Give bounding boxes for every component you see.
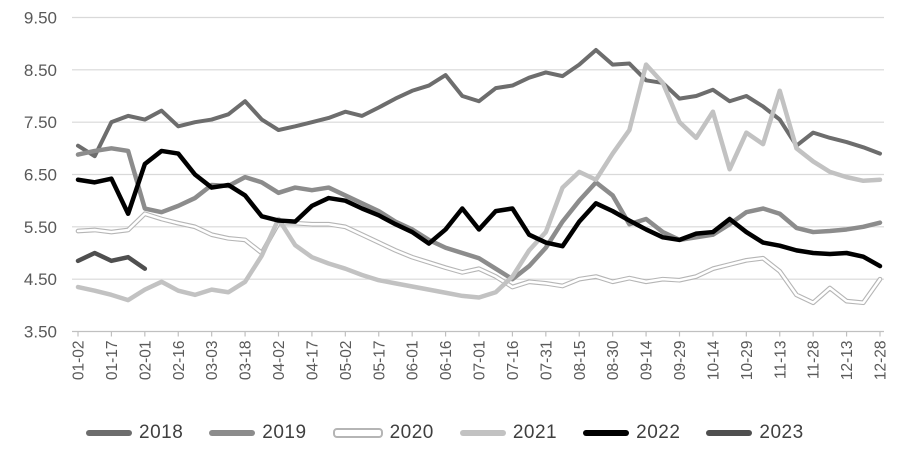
legend-item-2021: 2021 — [459, 422, 558, 444]
x-tick-label: 09-29 — [672, 341, 689, 381]
legend-swatch-2021 — [459, 430, 506, 436]
series-line-2021 — [75, 62, 883, 303]
x-tick-label: 08-30 — [605, 340, 622, 380]
y-tick-label: 3.50 — [24, 323, 57, 342]
y-tick-label: 4.50 — [24, 270, 57, 289]
legend-item-2023: 2023 — [706, 422, 803, 444]
x-tick-label: 12-13 — [839, 341, 856, 381]
y-tick-label: 6.50 — [24, 166, 57, 185]
x-tick-label: 10-29 — [739, 341, 756, 381]
legend-swatch-2019 — [209, 430, 256, 436]
series-line-2020 — [76, 212, 882, 304]
x-tick-label: 11-13 — [772, 341, 789, 380]
x-tick-label: 08-15 — [572, 341, 589, 381]
legend-swatch-2023 — [706, 430, 753, 436]
x-tick-label: 07-16 — [505, 341, 522, 381]
x-tick-label: 01-02 — [71, 341, 88, 381]
x-tick-label: 11-28 — [806, 341, 823, 380]
y-tick-label: 5.50 — [24, 218, 57, 237]
legend-swatch-2020 — [332, 428, 383, 438]
series-line-2023 — [75, 250, 148, 271]
legend-item-2020: 2020 — [332, 422, 434, 444]
x-tick-label: 02-01 — [137, 341, 154, 381]
legend-item-2022: 2022 — [583, 422, 680, 444]
legend-label-2020: 2020 — [389, 422, 434, 443]
price-line-chart: 9.50 8.50 7.50 6.50 5.50 4.50 3.50 01-02 01-17 02… — [24, 9, 890, 381]
x-tick-label: 06-01 — [405, 341, 422, 381]
legend-label-2021: 2021 — [512, 422, 558, 443]
x-tick-label: 09-14 — [639, 340, 656, 380]
legend-label-2018: 2018 — [139, 422, 184, 443]
chart-legend: 2018 2019 2020 2021 2022 2023 — [86, 422, 804, 444]
legend-swatch-2022 — [583, 430, 630, 436]
legend-swatch-2018 — [86, 430, 132, 436]
x-tick-label: 03-03 — [204, 341, 221, 381]
x-tick-label: 07-01 — [472, 341, 489, 381]
x-tick-label: 02-16 — [171, 341, 188, 381]
legend-item-2018: 2018 — [86, 422, 183, 444]
x-tick-label: 04-17 — [304, 341, 321, 381]
y-tick-label: 8.50 — [24, 61, 57, 80]
x-tick-label: 07-31 — [538, 341, 555, 381]
x-tick-label: 06-16 — [438, 341, 455, 381]
y-tick-label: 7.50 — [24, 113, 57, 132]
x-tick-label: 10-14 — [705, 340, 722, 380]
y-tick-label: 9.50 — [24, 9, 57, 28]
x-tick-label: 04-02 — [271, 341, 288, 381]
x-tick-label: 05-17 — [371, 341, 388, 381]
x-tick-label: 03-18 — [238, 341, 255, 381]
legend-label-2019: 2019 — [262, 422, 307, 443]
legend-label-2022: 2022 — [636, 422, 681, 443]
x-tick-label: 05-02 — [338, 341, 355, 381]
legend-label-2023: 2023 — [759, 422, 804, 443]
x-tick-label: 12-28 — [873, 341, 890, 381]
x-tick-label: 01-17 — [104, 341, 121, 381]
series-line-2018 — [76, 47, 882, 159]
series-line-2022 — [75, 148, 883, 269]
legend-item-2019: 2019 — [209, 422, 306, 444]
